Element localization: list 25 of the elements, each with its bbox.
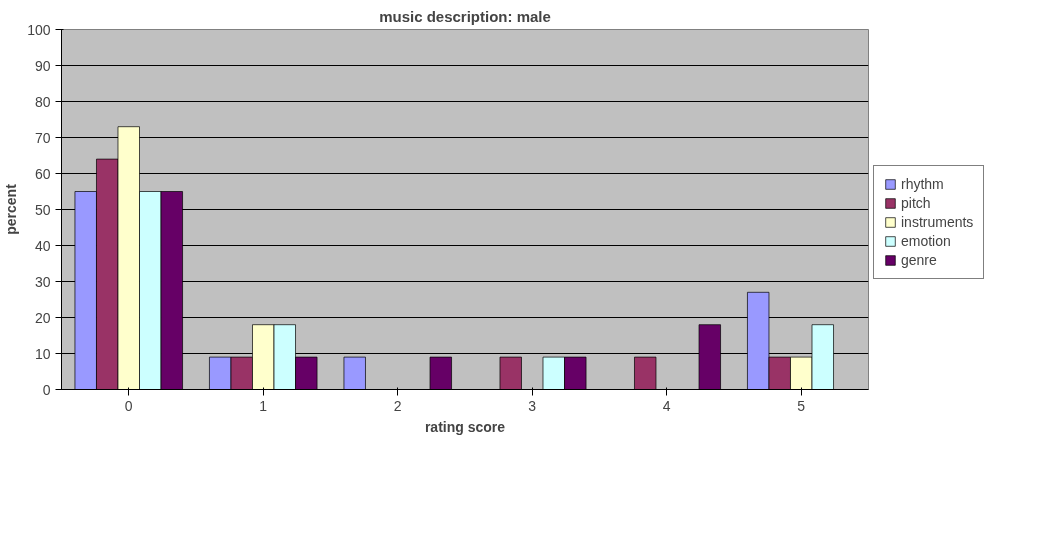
- y-tick-label: 80: [34, 93, 51, 110]
- x-tick-label: 5: [797, 397, 806, 414]
- x-tick-label: 2: [393, 397, 402, 414]
- x-tick-label: 4: [662, 397, 671, 414]
- y-tick-label: 90: [34, 57, 51, 74]
- y-tick-label: 20: [34, 309, 51, 326]
- y-axis-title: percent: [3, 183, 20, 235]
- legend-label: instruments: [901, 214, 974, 230]
- legend-label: emotion: [901, 233, 951, 249]
- x-axis-title: rating score: [424, 418, 506, 435]
- y-tick-label: 0: [42, 381, 51, 398]
- y-tick-label: 40: [34, 237, 51, 254]
- y-tick-label: 50: [34, 201, 51, 218]
- y-tick-label: 100: [27, 21, 51, 38]
- y-tick-label: 70: [34, 129, 51, 146]
- x-tick-label: 1: [259, 397, 268, 414]
- chart-title: music description: male: [379, 7, 551, 25]
- y-tick-label: 60: [34, 165, 51, 182]
- x-tick-label: 3: [528, 397, 537, 414]
- y-tick-label: 30: [34, 273, 51, 290]
- legend-label: pitch: [901, 195, 931, 211]
- x-tick-label: 0: [124, 397, 133, 414]
- y-tick-label: 10: [34, 345, 51, 362]
- legend-label: rhythm: [901, 176, 944, 192]
- legend-label: genre: [901, 252, 937, 268]
